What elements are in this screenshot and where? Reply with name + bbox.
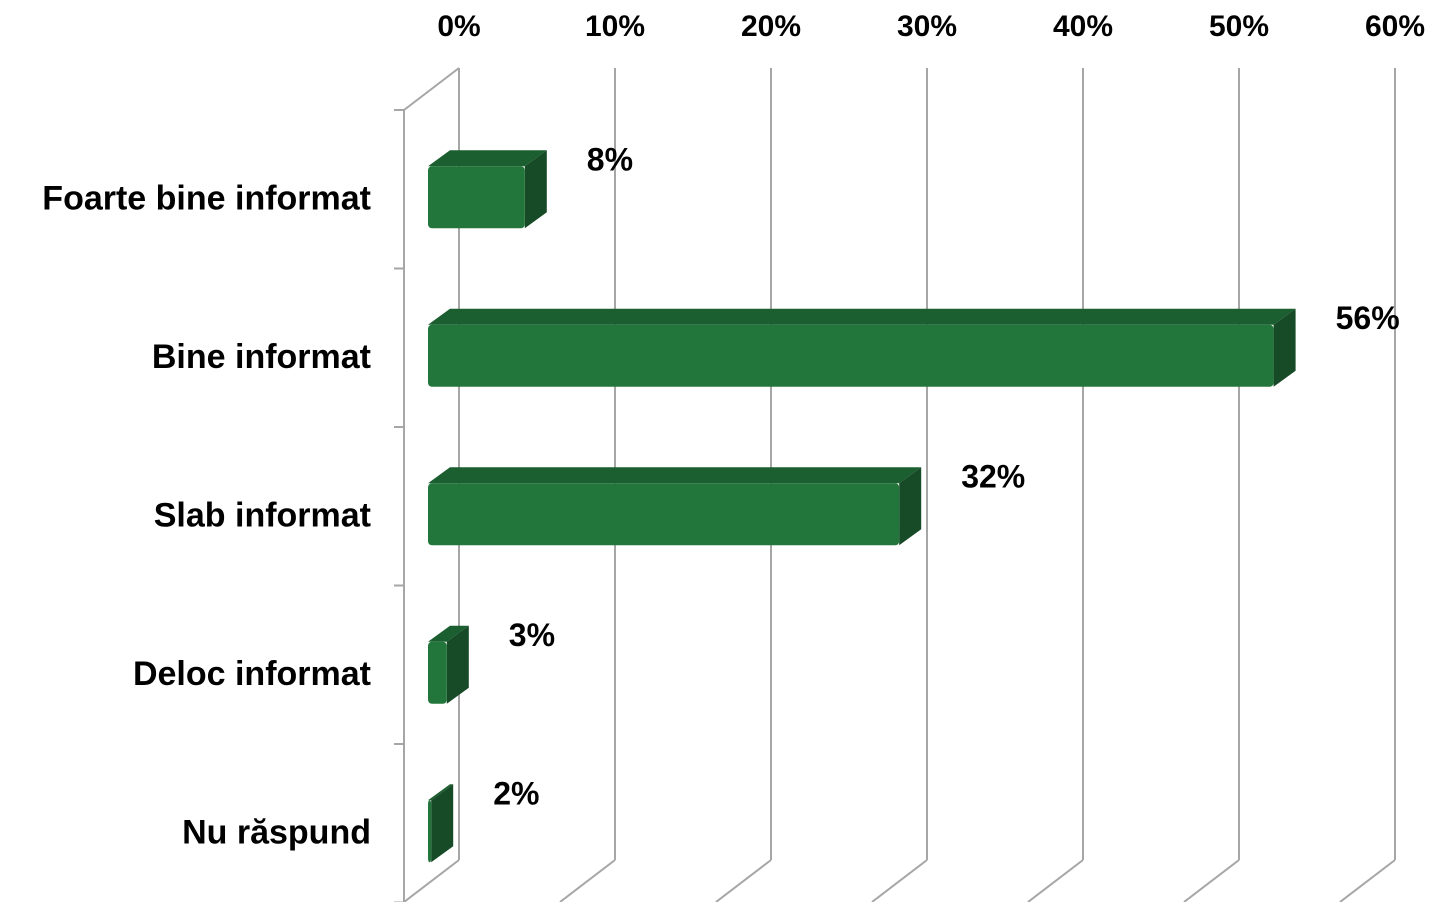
data-label: 56% [1336,300,1400,336]
floor-gridline [403,859,460,902]
x-tick-label: 30% [897,10,957,43]
data-label: 2% [493,775,539,811]
x-tick-label: 20% [741,10,801,43]
bar [428,150,547,229]
floor-gridline [1027,859,1084,902]
x-tick-label: 10% [585,10,645,43]
x-tick-label: 60% [1365,10,1425,43]
bar [428,308,1296,387]
bar-top-face [428,784,454,801]
data-label: 32% [961,458,1025,494]
x-tick-label: 50% [1209,10,1269,43]
bar [428,625,469,704]
bar [428,784,454,863]
x-tick-label: 0% [437,10,480,43]
gridlines [403,68,1396,902]
data-label: 3% [509,617,555,653]
x-tick-label: 40% [1053,10,1113,43]
bar-top-face [428,308,1296,325]
bar [428,467,922,546]
data-label: 8% [587,141,633,177]
left-wall-top-edge [403,67,460,111]
floor-gridline [1183,859,1240,902]
category-label: Bine informat [152,338,371,376]
bar-top-face [428,150,547,167]
category-label: Foarte bine informat [42,179,371,217]
bar-side-face [431,784,454,863]
category-label: Slab informat [154,496,371,534]
bar-side-face [446,625,469,704]
data-labels: 8% 56% 32% 3% 2% [493,141,1399,811]
bars [428,150,1296,863]
bar-side-face [899,467,922,546]
category-label: Nu răspund [182,813,371,851]
bar-top-face [428,625,469,642]
x-axis-tick-labels: 0% 10% 20% 30% 40% 50% 60% [437,10,1425,43]
bar-front-face [428,324,1274,387]
floor-gridline [1339,859,1396,902]
bar-front-face [428,641,447,704]
bar-front-face [428,800,432,863]
bar-side-face [1273,308,1296,387]
floor-gridline [715,859,772,902]
chart-floor [394,67,460,902]
bar-front-face [428,483,900,546]
floor-gridline [559,859,616,902]
bar-top-face [428,467,922,484]
category-labels: Foarte bine informat Bine informat Slab in… [42,179,371,851]
floor-gridline [871,859,928,902]
category-label: Deloc informat [133,655,371,693]
bar-front-face [428,166,525,229]
bar-side-face [524,150,547,229]
